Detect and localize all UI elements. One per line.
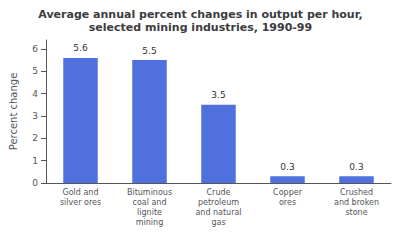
- svg-text:5: 5: [32, 66, 38, 76]
- svg-text:gas: gas: [211, 218, 225, 227]
- svg-text:petroleum: petroleum: [198, 198, 239, 207]
- svg-text:Crude: Crude: [207, 188, 231, 197]
- svg-text:and natural: and natural: [195, 208, 241, 217]
- svg-text:Copper: Copper: [273, 188, 303, 197]
- svg-text:5.6: 5.6: [73, 43, 88, 53]
- svg-text:Bituminous: Bituminous: [127, 188, 172, 197]
- svg-text:stone: stone: [345, 208, 367, 217]
- svg-text:and broken: and broken: [334, 198, 379, 207]
- svg-text:1: 1: [32, 156, 38, 166]
- svg-text:0: 0: [32, 178, 38, 188]
- svg-text:ores: ores: [279, 198, 296, 207]
- svg-text:silver ores: silver ores: [60, 198, 101, 207]
- svg-text:lignite: lignite: [137, 208, 162, 217]
- svg-text:3: 3: [32, 111, 38, 121]
- svg-text:mining: mining: [136, 218, 163, 227]
- svg-text:3.5: 3.5: [211, 90, 225, 100]
- svg-text:6: 6: [32, 44, 38, 54]
- svg-text:0.3: 0.3: [349, 162, 363, 172]
- svg-text:coal and: coal and: [132, 198, 166, 207]
- svg-text:Crushed: Crushed: [340, 188, 373, 197]
- svg-text:2: 2: [32, 133, 38, 143]
- svg-text:0.3: 0.3: [280, 162, 294, 172]
- svg-text:Percent change: Percent change: [8, 73, 19, 151]
- svg-text:selected mining industries, 19: selected mining industries, 1990-99: [89, 21, 312, 34]
- svg-text:4: 4: [32, 89, 38, 99]
- svg-text:5.5: 5.5: [142, 46, 156, 56]
- svg-text:Gold and: Gold and: [63, 188, 99, 197]
- svg-text:Average annual percent changes: Average annual percent changes in output…: [38, 8, 362, 21]
